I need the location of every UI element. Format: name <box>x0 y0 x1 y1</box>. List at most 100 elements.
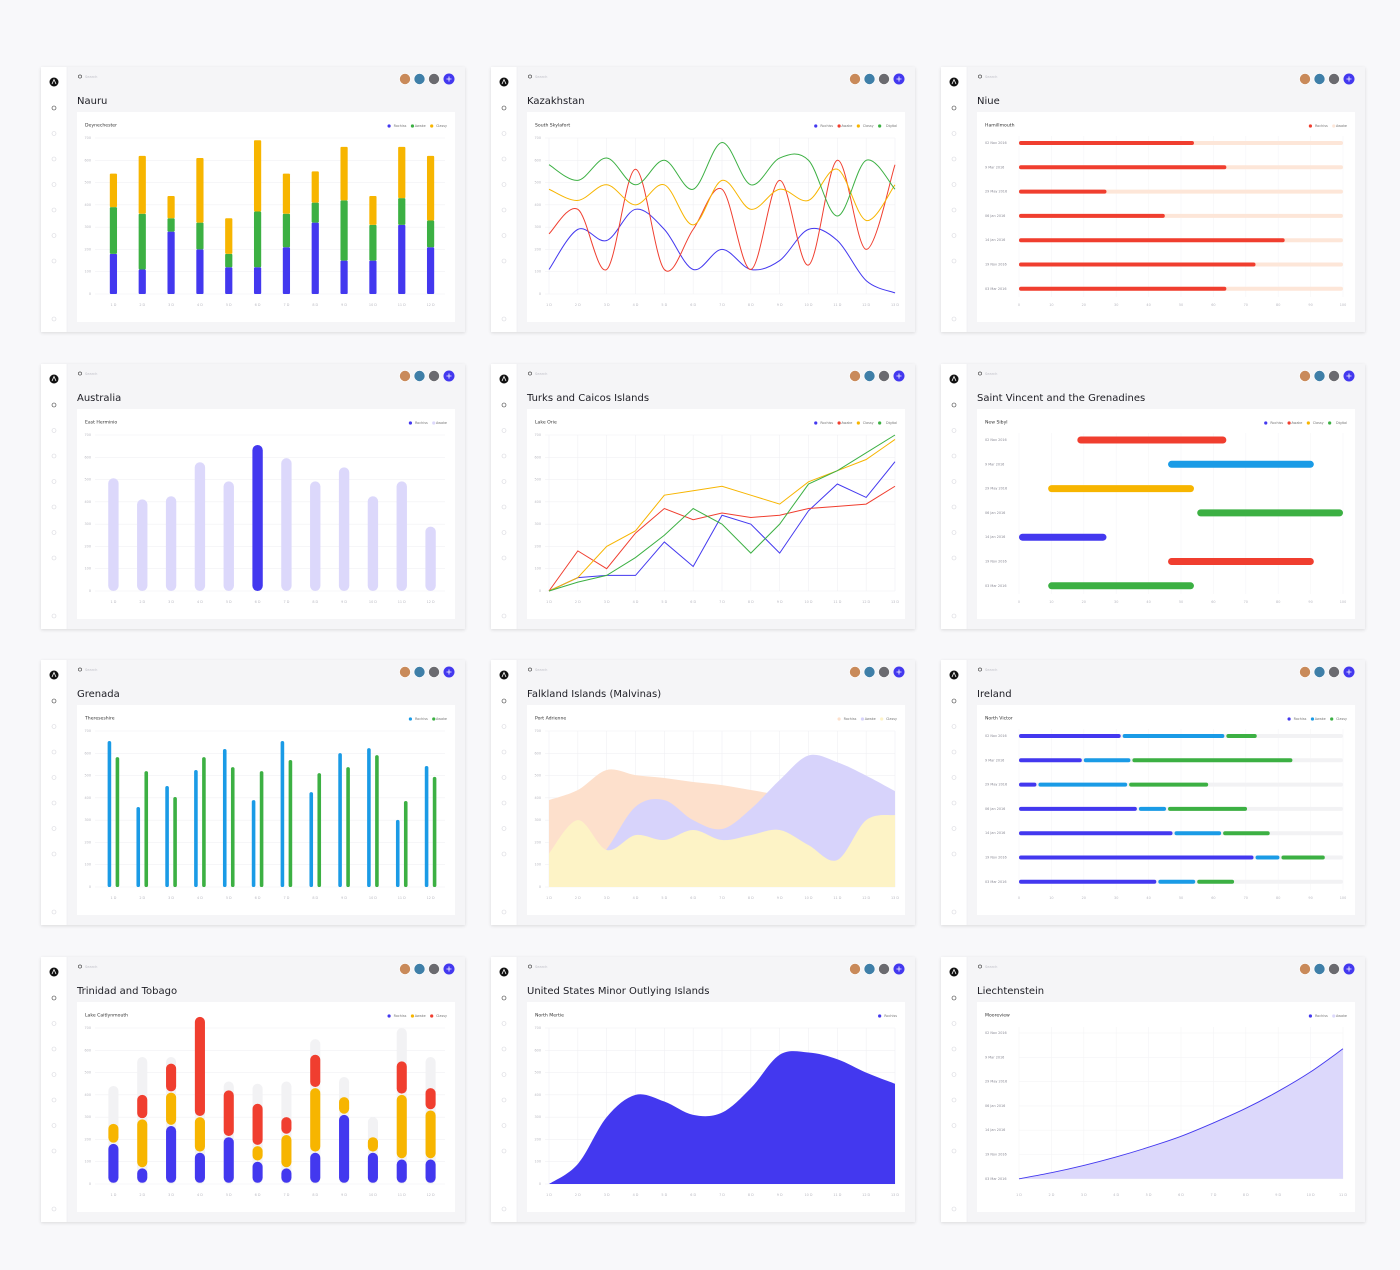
avatar[interactable] <box>849 666 861 678</box>
nav-icon[interactable] <box>951 530 957 535</box>
nav-icon[interactable] <box>501 724 507 729</box>
nav-icon[interactable] <box>501 851 507 857</box>
nav-icon[interactable] <box>951 555 957 561</box>
avatar[interactable] <box>1299 73 1311 85</box>
nav-icon[interactable] <box>501 775 507 780</box>
nav-icon[interactable] <box>51 1123 57 1128</box>
avatar[interactable] <box>849 370 861 382</box>
nav-icon[interactable] <box>951 800 957 806</box>
nav-icon[interactable] <box>51 402 57 408</box>
settings-icon[interactable] <box>51 909 57 915</box>
nav-icon[interactable] <box>951 1072 957 1077</box>
nav-icon[interactable] <box>501 995 507 1001</box>
nav-icon[interactable] <box>951 826 957 831</box>
search-input[interactable]: Search <box>535 668 547 672</box>
nav-icon[interactable] <box>51 182 57 187</box>
settings-icon[interactable] <box>951 613 957 619</box>
avatar[interactable] <box>849 73 861 85</box>
nav-icon[interactable] <box>51 105 57 111</box>
nav-icon[interactable] <box>951 504 957 510</box>
avatar[interactable] <box>1299 963 1311 975</box>
nav-icon[interactable] <box>951 233 957 238</box>
search-input[interactable]: Search <box>985 668 997 672</box>
settings-icon[interactable] <box>501 909 507 915</box>
nav-icon[interactable] <box>501 182 507 187</box>
nav-icon[interactable] <box>51 504 57 510</box>
avatar[interactable] <box>863 963 876 975</box>
nav-icon[interactable] <box>951 453 957 459</box>
nav-icon[interactable] <box>51 453 57 459</box>
nav-icon[interactable] <box>501 826 507 831</box>
avatar[interactable] <box>849 963 861 975</box>
nav-icon[interactable] <box>51 775 57 780</box>
nav-icon[interactable] <box>51 749 57 755</box>
nav-icon[interactable] <box>51 1072 57 1077</box>
nav-icon[interactable] <box>501 258 507 264</box>
avatar[interactable] <box>1299 370 1311 382</box>
nav-icon[interactable] <box>951 724 957 729</box>
avatar[interactable] <box>399 73 411 85</box>
settings-icon[interactable] <box>51 613 57 619</box>
nav-icon[interactable] <box>51 156 57 162</box>
nav-icon[interactable] <box>951 105 957 111</box>
avatar[interactable] <box>878 370 890 382</box>
settings-icon[interactable] <box>951 316 957 322</box>
avatar[interactable] <box>1313 370 1326 382</box>
nav-icon[interactable] <box>951 851 957 857</box>
search-input[interactable]: Search <box>85 75 97 79</box>
nav-icon[interactable] <box>51 479 57 484</box>
nav-icon[interactable] <box>951 995 957 1001</box>
nav-icon[interactable] <box>501 504 507 510</box>
avatar[interactable] <box>399 963 411 975</box>
nav-icon[interactable] <box>501 749 507 755</box>
nav-icon[interactable] <box>501 698 507 704</box>
search-input[interactable]: Search <box>535 372 547 376</box>
avatar[interactable] <box>878 73 890 85</box>
nav-icon[interactable] <box>501 453 507 459</box>
nav-icon[interactable] <box>501 1148 507 1154</box>
settings-icon[interactable] <box>951 909 957 915</box>
nav-icon[interactable] <box>51 724 57 729</box>
avatar[interactable] <box>1328 73 1340 85</box>
avatar[interactable] <box>413 73 426 85</box>
nav-icon[interactable] <box>51 826 57 831</box>
nav-icon[interactable] <box>951 131 957 136</box>
nav-icon[interactable] <box>51 995 57 1001</box>
nav-icon[interactable] <box>951 749 957 755</box>
nav-icon[interactable] <box>51 530 57 535</box>
settings-icon[interactable] <box>501 1206 507 1212</box>
avatar[interactable] <box>413 666 426 678</box>
nav-icon[interactable] <box>501 105 507 111</box>
nav-icon[interactable] <box>951 1097 957 1103</box>
avatar[interactable] <box>863 666 876 678</box>
nav-icon[interactable] <box>951 479 957 484</box>
nav-icon[interactable] <box>951 1148 957 1154</box>
nav-icon[interactable] <box>501 207 507 213</box>
nav-icon[interactable] <box>501 233 507 238</box>
avatar[interactable] <box>863 370 876 382</box>
nav-icon[interactable] <box>51 851 57 857</box>
search-input[interactable]: Search <box>85 965 97 969</box>
avatar[interactable] <box>399 666 411 678</box>
avatar[interactable] <box>878 963 890 975</box>
nav-icon[interactable] <box>51 800 57 806</box>
nav-icon[interactable] <box>501 131 507 136</box>
nav-icon[interactable] <box>951 698 957 704</box>
nav-icon[interactable] <box>501 479 507 484</box>
settings-icon[interactable] <box>501 316 507 322</box>
nav-icon[interactable] <box>501 1046 507 1052</box>
avatar[interactable] <box>878 666 890 678</box>
avatar[interactable] <box>399 370 411 382</box>
nav-icon[interactable] <box>51 258 57 264</box>
avatar[interactable] <box>1328 370 1340 382</box>
avatar[interactable] <box>1328 666 1340 678</box>
avatar[interactable] <box>1313 666 1326 678</box>
search-input[interactable]: Search <box>985 965 997 969</box>
avatar[interactable] <box>413 963 426 975</box>
search-input[interactable]: Search <box>985 372 997 376</box>
nav-icon[interactable] <box>51 207 57 213</box>
search-input[interactable]: Search <box>985 75 997 79</box>
avatar[interactable] <box>1313 963 1326 975</box>
nav-icon[interactable] <box>501 1123 507 1128</box>
nav-icon[interactable] <box>51 1097 57 1103</box>
